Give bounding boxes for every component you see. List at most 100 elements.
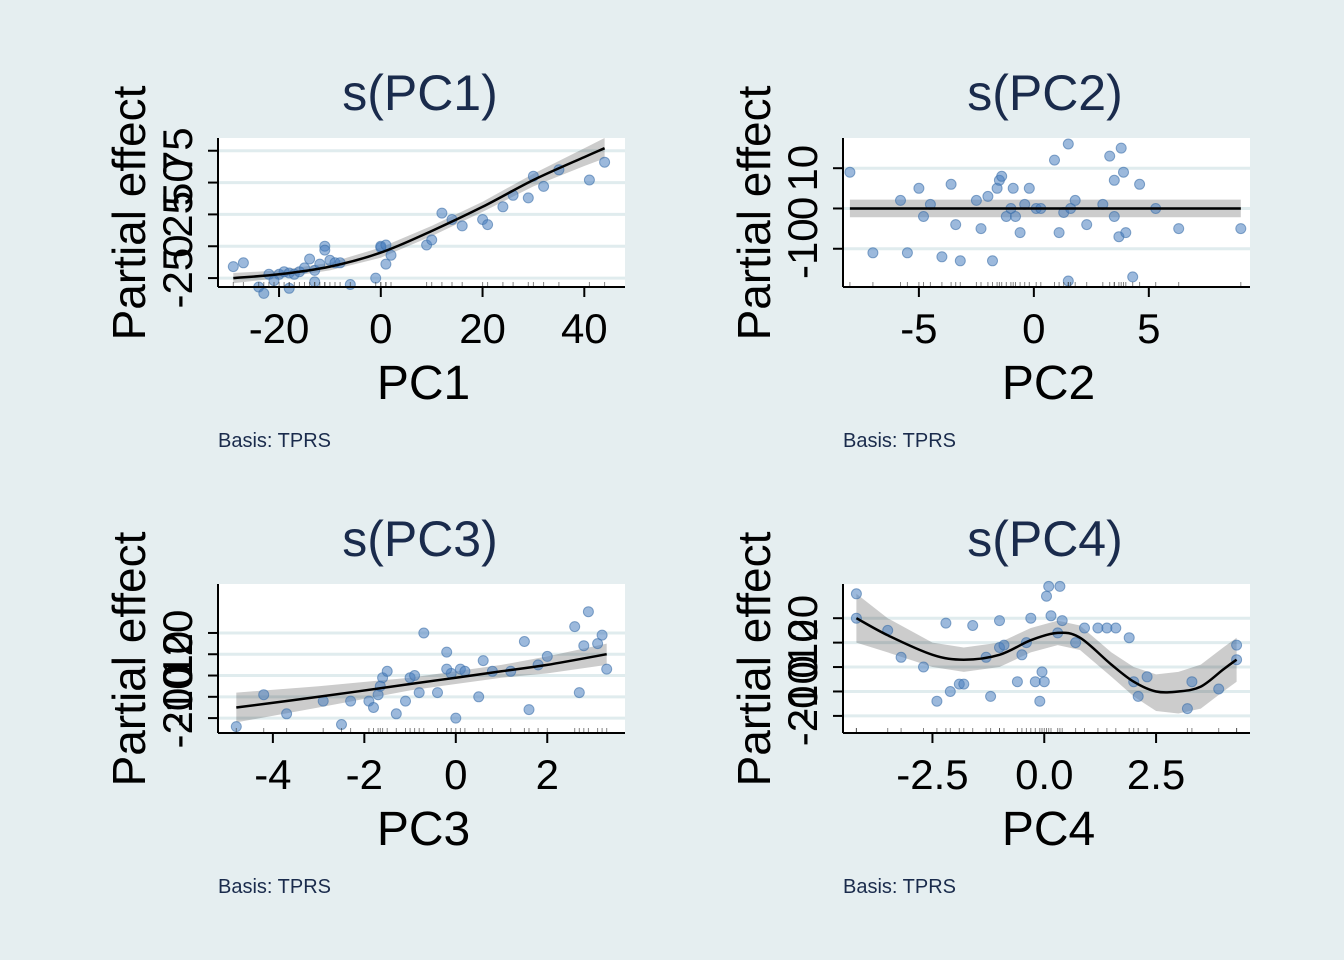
y-axis-title: Partial effect (103, 85, 155, 340)
confidence-band (856, 593, 1237, 714)
data-point (473, 691, 485, 703)
y-tick-label: 0 (779, 197, 826, 220)
data-point (319, 244, 331, 256)
data-point (895, 651, 907, 663)
y-tick-label: 20 (779, 595, 826, 642)
data-point (592, 638, 604, 650)
data-point (998, 639, 1010, 651)
y-tick-label: -20 (779, 686, 826, 747)
plot-background (843, 138, 1250, 287)
data-point (1231, 639, 1243, 651)
x-tick-label: -2.5 (896, 751, 968, 798)
data-point (538, 180, 550, 192)
data-point (1186, 676, 1198, 688)
x-axis-title: PC2 (1002, 357, 1095, 410)
data-point (281, 708, 293, 720)
y-tick-label: 10 (779, 145, 826, 192)
data-point (950, 219, 962, 231)
data-point (227, 261, 239, 273)
y-tick-label: -20 (154, 688, 201, 749)
data-point (850, 588, 862, 600)
plot-background (218, 138, 625, 287)
data-point (1235, 223, 1247, 235)
y-axis-title: Partial effect (728, 85, 780, 340)
y-tick-label: -10 (779, 661, 826, 722)
data-point (1056, 615, 1068, 627)
data-point (931, 695, 943, 707)
basis-caption: Basis: TPRS (218, 430, 331, 452)
data-point (578, 640, 590, 652)
data-point (569, 621, 581, 633)
data-point (599, 156, 611, 168)
data-point (1213, 683, 1225, 695)
x-tick-label: 0.0 (1015, 751, 1073, 798)
data-point (1108, 211, 1120, 222)
data-point (1025, 612, 1037, 624)
x-axis-title: PC1 (377, 357, 470, 410)
smooth-line (855, 617, 1238, 694)
data-point (380, 258, 392, 270)
data-point (1110, 622, 1122, 634)
data-point (1010, 211, 1021, 222)
data-point (583, 174, 595, 186)
y-axis-title: Partial effect (728, 531, 780, 786)
data-point (1108, 174, 1120, 186)
data-point (867, 247, 879, 259)
x-tick-label: 20 (459, 305, 506, 352)
data-point (582, 606, 594, 618)
data-point (913, 182, 925, 194)
data-point (596, 629, 608, 641)
data-point (345, 695, 357, 707)
basis-caption: Basis: TPRS (843, 430, 956, 452)
data-point (844, 166, 856, 178)
data-point (975, 223, 987, 235)
basis-caption: Basis: TPRS (218, 876, 331, 898)
data-point (432, 687, 443, 699)
data-point (601, 663, 613, 675)
data-point (936, 251, 948, 263)
data-point (477, 655, 489, 667)
x-tick-label: -20 (249, 305, 310, 352)
data-point (895, 194, 906, 206)
data-point (456, 220, 468, 232)
data-point (982, 190, 994, 202)
panel-title: s(PC3) (342, 511, 498, 567)
data-point (418, 627, 430, 639)
y-tick-label: 10 (154, 631, 201, 678)
y-tick-label: 10 (779, 619, 826, 666)
data-point (1054, 580, 1066, 592)
data-point (441, 663, 453, 675)
x-tick-label: 0 (1022, 305, 1045, 352)
data-point (368, 702, 379, 713)
x-tick-label: -2 (346, 751, 383, 798)
data-point (497, 201, 509, 213)
data-point (258, 689, 270, 701)
data-point (958, 678, 970, 690)
data-point (541, 650, 553, 662)
smooth-line (233, 147, 606, 280)
data-point (1181, 703, 1193, 715)
y-tick-label: 0 (779, 655, 826, 678)
data-point (573, 687, 585, 699)
x-axis-title: PC4 (1002, 803, 1095, 856)
data-point (994, 615, 1005, 627)
data-point (522, 192, 534, 204)
data-point (518, 636, 530, 647)
y-tick-label: -10 (779, 218, 826, 279)
data-point (1123, 632, 1135, 644)
y-tick-label: 0 (154, 664, 201, 687)
data-point (1127, 271, 1139, 283)
data-point (1049, 154, 1060, 166)
data-point (1007, 182, 1019, 194)
y-axis-title: Partial effect (103, 531, 155, 786)
y-tick-label: 25 (154, 191, 201, 238)
smooth-line (236, 652, 607, 709)
data-point (996, 170, 1008, 182)
x-tick-label: -4 (254, 751, 291, 798)
data-point (1173, 223, 1185, 235)
data-point (918, 661, 929, 673)
data-point (1038, 676, 1050, 688)
